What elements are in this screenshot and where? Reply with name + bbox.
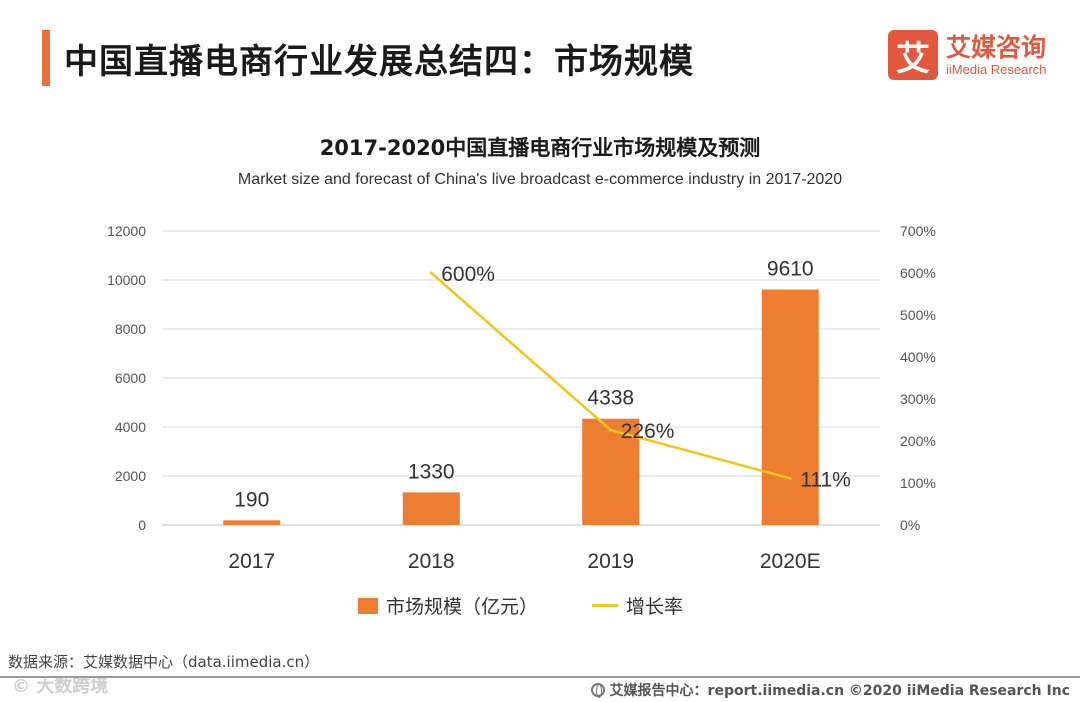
bar-value-label: 190 xyxy=(234,488,269,511)
logo-name-cn: 艾媒咨询 xyxy=(946,33,1047,62)
legend-line-label: 增长率 xyxy=(626,596,684,618)
growth-rate-point xyxy=(788,476,792,480)
bar-2018 xyxy=(402,492,460,525)
y-right-tick-label: 700% xyxy=(900,223,936,239)
page-title: 中国直播电商行业发展总结四：市场规模 xyxy=(64,42,694,82)
brand-logo: 艾 艾媒咨询 iiMedia Research xyxy=(888,28,1068,84)
growth-rate-point xyxy=(609,428,613,432)
y-right-tick-label: 600% xyxy=(900,265,936,281)
x-tick-label: 2017 xyxy=(228,550,275,573)
legend-bar-label: 市场规模（亿元） xyxy=(386,596,539,618)
footer: 艾媒报告中心：report.iimedia.cn ©2020 iiMedia R… xyxy=(590,680,1070,700)
title-accent-bar xyxy=(42,30,50,86)
logo-name-en: iiMedia Research xyxy=(946,62,1047,77)
y-right-tick-label: 100% xyxy=(900,475,936,491)
bar-2017 xyxy=(223,520,281,525)
globe-icon xyxy=(590,683,605,698)
growth-rate-label: 111% xyxy=(800,468,851,491)
chart-title: 2017-2020中国直播电商行业市场规模及预测 xyxy=(319,136,761,160)
y-left-tick-label: 2000 xyxy=(115,468,146,484)
legend-item-market-size: 市场规模（亿元） xyxy=(358,592,538,619)
legend-line-swatch xyxy=(592,604,618,607)
y-left-tick-label: 6000 xyxy=(115,370,146,386)
data-source: 数据来源：艾媒数据中心（data.iimedia.cn） xyxy=(8,653,320,671)
y-left-tick-label: 0 xyxy=(138,517,146,533)
bar-value-label: 1330 xyxy=(408,460,455,483)
legend-bar-swatch xyxy=(358,597,378,614)
bar-value-label: 9610 xyxy=(767,258,814,281)
y-right-tick-label: 300% xyxy=(900,391,936,407)
y-left-tick-label: 4000 xyxy=(115,419,146,435)
chart-legend: 市场规模（亿元） 增长率 xyxy=(0,592,1080,620)
y-left-tick-label: 8000 xyxy=(115,321,146,337)
bar-value-label: 4338 xyxy=(587,387,634,410)
x-tick-label: 2020E xyxy=(760,550,821,573)
footer-divider xyxy=(0,676,1080,678)
logo-mark-icon: 艾 xyxy=(888,30,938,80)
footer-text: 艾媒报告中心：report.iimedia.cn ©2020 iiMedia R… xyxy=(609,683,1070,699)
x-tick-label: 2019 xyxy=(587,550,634,573)
watermark: © 大数跨境 xyxy=(12,676,109,697)
growth-rate-label: 600% xyxy=(441,263,495,286)
bar-2020E xyxy=(761,289,819,525)
y-left-tick-label: 10000 xyxy=(107,272,146,288)
growth-rate-point xyxy=(429,271,433,275)
x-tick-label: 2018 xyxy=(408,550,455,573)
y-right-tick-label: 200% xyxy=(900,433,936,449)
y-right-tick-label: 0% xyxy=(900,517,920,533)
legend-item-growth-rate: 增长率 xyxy=(592,592,683,619)
chart-subtitle: Market size and forecast of China's live… xyxy=(237,171,843,188)
y-right-tick-label: 500% xyxy=(900,307,936,323)
y-left-tick-label: 12000 xyxy=(107,223,146,239)
growth-rate-label: 226% xyxy=(621,420,675,443)
y-right-tick-label: 400% xyxy=(900,349,936,365)
